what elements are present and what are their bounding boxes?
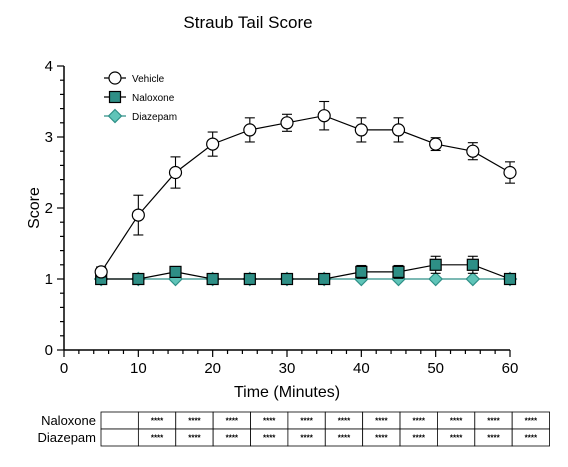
significance-mark: **** [263, 434, 276, 443]
significance-mark: **** [188, 434, 201, 443]
significance-mark: **** [188, 417, 201, 426]
table-cell [100, 428, 139, 447]
series-line [100, 115, 511, 273]
x-tick-label: 40 [353, 360, 370, 377]
significance-mark: **** [263, 417, 276, 426]
data-point [429, 137, 443, 151]
data-point [391, 123, 406, 137]
significance-mark: **** [450, 434, 463, 443]
significance-mark: **** [525, 417, 538, 426]
legend-label: Diazepam [132, 112, 177, 123]
data-point [428, 271, 444, 287]
legend-entry-naloxone: Naloxone [104, 90, 175, 104]
legend-marker [108, 90, 122, 104]
significance-mark: **** [151, 434, 164, 443]
data-point [132, 272, 145, 286]
axes: 0 10 20 30 40 50 60 0 1 2 3 4 [45, 58, 519, 377]
legend-label: Vehicle [132, 74, 165, 85]
significance-mark: **** [375, 417, 388, 426]
y-tick-label: 2 [45, 200, 53, 217]
x-axis-label: Time (Minutes) [234, 384, 340, 401]
legend-marker [107, 108, 123, 124]
data-point [429, 258, 442, 271]
legend-entry-vehicle: Vehicle [104, 71, 165, 85]
data-point [243, 272, 256, 286]
y-tick-label: 4 [45, 58, 53, 75]
legend-entry-diazepam: Diazepam [104, 108, 177, 124]
table-cell [100, 411, 139, 430]
x-tick-label: 10 [130, 360, 147, 377]
data-point [466, 258, 479, 271]
significance-mark: **** [450, 417, 463, 426]
significance-mark: **** [300, 417, 313, 426]
data-point [354, 123, 368, 137]
data-point [466, 144, 480, 158]
significance-mark: **** [413, 434, 426, 443]
data-point [206, 137, 220, 151]
chart-title: Straub Tail Score [183, 13, 312, 32]
x-tick-label: 0 [60, 360, 68, 377]
data-point [503, 272, 517, 286]
data-point [168, 165, 183, 180]
data-point [280, 116, 294, 130]
data-point [206, 272, 219, 286]
significance-mark: **** [375, 434, 388, 443]
data-point [465, 271, 481, 287]
series-line [101, 264, 511, 280]
significance-mark: **** [487, 434, 500, 443]
x-tick-label: 50 [427, 360, 444, 377]
table-row-label: Diazepam [37, 430, 96, 445]
significance-mark: **** [338, 434, 351, 443]
y-tick-label: 1 [45, 271, 53, 288]
y-tick-label: 0 [45, 342, 53, 359]
data-point [317, 109, 331, 123]
data-point [94, 265, 108, 279]
series-layer [93, 100, 518, 287]
table-row-label: Naloxone [41, 413, 96, 428]
data-point [131, 208, 145, 222]
significance-mark: **** [413, 417, 426, 426]
significance-table: Naloxone **** **** **** **** **** **** **** ****… [37, 411, 550, 447]
significance-mark: **** [226, 417, 239, 426]
series-naloxone [95, 255, 517, 286]
legend-marker [108, 71, 122, 85]
series-vehicle [94, 100, 517, 279]
data-point [243, 123, 257, 137]
y-tick-label: 3 [45, 129, 53, 146]
table-cell [511, 428, 550, 447]
significance-mark: **** [151, 417, 164, 426]
x-tick-label: 60 [502, 360, 519, 377]
significance-mark: **** [338, 417, 351, 426]
significance-mark: **** [487, 417, 500, 426]
data-point [392, 265, 405, 278]
significance-mark: **** [525, 434, 538, 443]
x-tick-label: 30 [279, 360, 296, 377]
data-point [355, 265, 368, 278]
legend-label: Naloxone [132, 93, 175, 104]
data-point [503, 165, 517, 180]
significance-mark: **** [300, 434, 313, 443]
data-point [169, 265, 182, 278]
data-point [318, 272, 331, 286]
legend: Vehicle Naloxone Diazepam [104, 71, 177, 124]
y-axis-label: Score [26, 187, 43, 229]
data-point [280, 272, 294, 286]
significance-mark: **** [226, 434, 239, 443]
x-tick-label: 20 [204, 360, 221, 377]
